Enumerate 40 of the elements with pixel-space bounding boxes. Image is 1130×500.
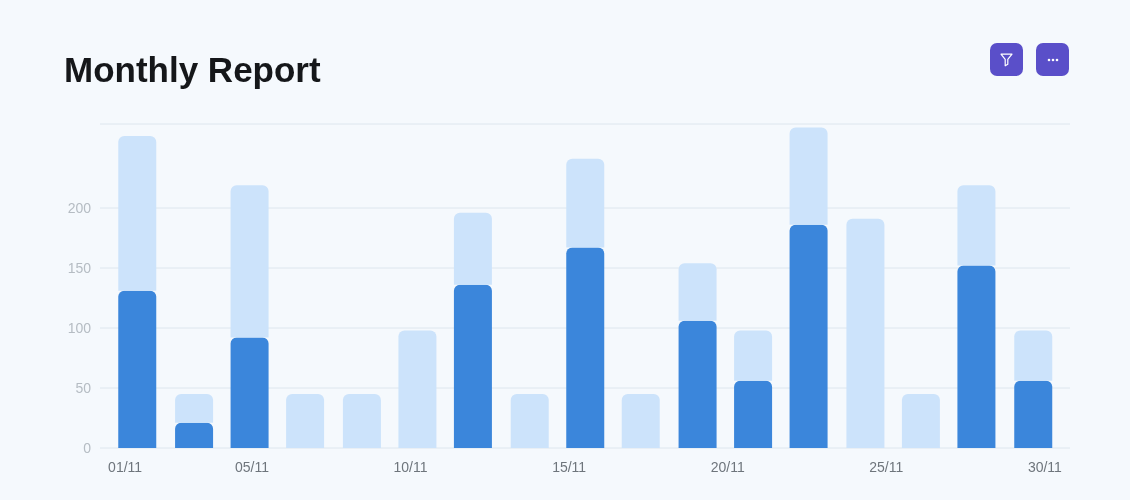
x-tick-label: 05/11 [234,458,270,475]
bar [1014,330,1053,381]
bar [118,290,157,448]
bar [566,247,605,448]
bar [230,185,269,338]
bar [175,422,214,448]
x-tick-label: 10/11 [393,458,428,475]
bar [398,330,437,448]
bar [621,394,660,448]
x-tick-label: 30/11 [1027,458,1063,475]
bar [957,265,996,448]
bar [1014,380,1053,448]
y-tick-label: 100 [67,319,92,336]
bar [957,185,996,266]
bar [901,394,940,448]
y-tick-label: 50 [75,379,92,396]
x-tick-label: 15/11 [552,458,587,475]
bar [734,330,773,381]
bar [566,158,605,248]
bar [175,394,214,423]
y-tick-label: 150 [67,259,92,276]
bar [230,337,269,448]
bar [678,263,717,321]
bar [846,218,885,448]
y-tick-label: 0 [83,439,92,456]
chart-title: Monthly Report [64,50,321,89]
bar [789,127,828,225]
bar [734,380,773,448]
bar [678,320,717,448]
x-tick-label: 25/11 [869,458,904,475]
bar [789,224,828,448]
bar [510,394,549,448]
bar [286,394,325,448]
bar [342,394,381,448]
bar [453,212,492,285]
x-tick-label: 20/11 [710,458,745,475]
bar [453,284,492,448]
bar [118,136,157,291]
y-tick-label: 200 [67,199,92,216]
x-tick-label: 01/11 [108,458,143,475]
